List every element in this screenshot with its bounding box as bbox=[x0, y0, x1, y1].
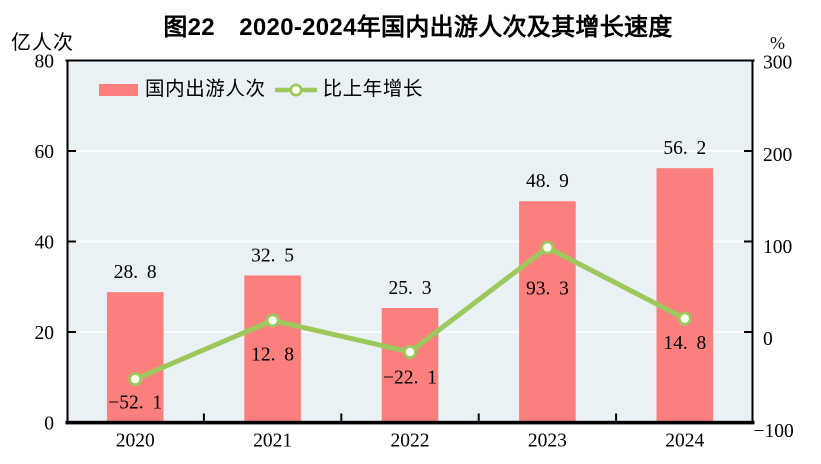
bar-2021 bbox=[244, 275, 301, 423]
bar-value-label: 28. 8 bbox=[114, 262, 157, 283]
category-label: 2022 bbox=[391, 431, 430, 452]
legend-bar-swatch bbox=[99, 84, 138, 96]
right-axis-tick-label: 100 bbox=[763, 237, 792, 258]
legend-line-label: 比上年增长 bbox=[322, 79, 424, 100]
bar-value-label: 25. 3 bbox=[389, 278, 432, 299]
right-axis-unit-label: % bbox=[770, 33, 785, 53]
line-value-label: 12. 8 bbox=[251, 344, 294, 365]
chart-title: 图22 2020-2024年国内出游人次及其增长速度 bbox=[163, 14, 673, 41]
bar-value-label: 48. 9 bbox=[526, 171, 569, 192]
category-label: 2024 bbox=[665, 431, 704, 452]
bar-2023 bbox=[519, 201, 576, 423]
right-axis-tick-label: 200 bbox=[763, 145, 792, 166]
bottom-axis-line bbox=[65, 420, 755, 425]
category-label: 2021 bbox=[253, 431, 292, 452]
left-axis-tick-label: 0 bbox=[44, 413, 54, 434]
bar-2022 bbox=[381, 308, 439, 423]
line-marker-2023 bbox=[540, 240, 555, 255]
line-marker-2022 bbox=[402, 345, 417, 360]
category-label: 2023 bbox=[528, 431, 567, 452]
left-axis-tick-label: 20 bbox=[35, 323, 55, 344]
legend-bar-label: 国内出游人次 bbox=[145, 79, 266, 100]
left-axis-tick-label: 40 bbox=[35, 232, 55, 253]
legend: 国内出游人次 比上年增长 bbox=[99, 78, 423, 102]
line-value-label: −52. 1 bbox=[108, 393, 162, 414]
line-marker-2020 bbox=[128, 372, 143, 387]
line-value-label: 93. 3 bbox=[526, 279, 569, 300]
legend-line-swatch bbox=[274, 83, 317, 97]
bar-value-label: 32. 5 bbox=[251, 245, 294, 266]
right-axis-tick-label: −100 bbox=[754, 421, 794, 442]
line-marker-2024 bbox=[677, 311, 692, 326]
bar-2020 bbox=[106, 292, 164, 423]
category-label: 2020 bbox=[116, 431, 155, 452]
left-axis-tick-label: 60 bbox=[35, 142, 55, 163]
line-marker-2021 bbox=[265, 313, 280, 328]
left-axis-unit-label: 亿人次 bbox=[11, 32, 74, 54]
left-axis-tick-label: 80 bbox=[35, 51, 55, 72]
right-axis-tick-label: 300 bbox=[763, 53, 792, 74]
legend-line-marker bbox=[289, 83, 303, 97]
bar-value-label: 56. 2 bbox=[663, 138, 706, 159]
line-value-label: 14. 8 bbox=[663, 333, 706, 354]
right-axis-tick-label: 0 bbox=[763, 329, 773, 350]
line-value-label: −22. 1 bbox=[383, 368, 437, 389]
bar-2024 bbox=[656, 168, 714, 423]
